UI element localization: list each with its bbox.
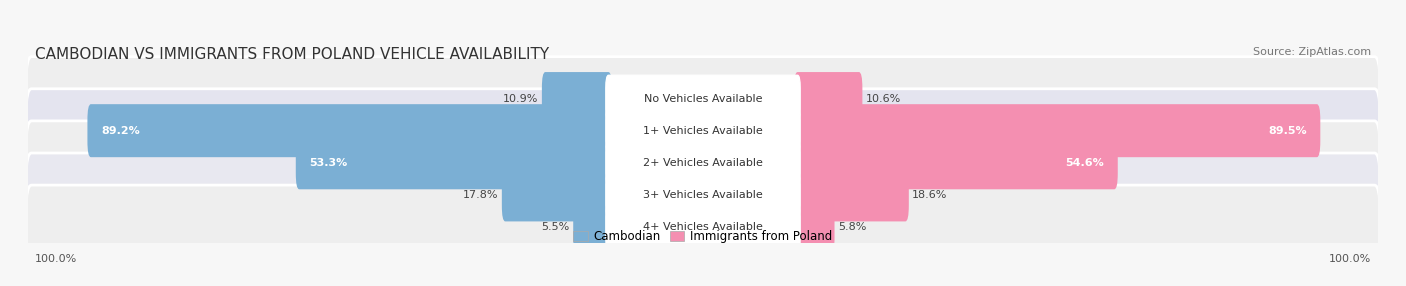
Text: 100.0%: 100.0% [35, 254, 77, 264]
FancyBboxPatch shape [606, 204, 800, 250]
Text: Source: ZipAtlas.com: Source: ZipAtlas.com [1253, 47, 1371, 57]
Text: 54.6%: 54.6% [1066, 158, 1104, 168]
Text: 89.2%: 89.2% [101, 126, 139, 136]
FancyBboxPatch shape [27, 185, 1379, 269]
FancyBboxPatch shape [541, 72, 612, 125]
FancyBboxPatch shape [502, 168, 612, 221]
FancyBboxPatch shape [794, 136, 1118, 189]
Text: 2+ Vehicles Available: 2+ Vehicles Available [643, 158, 763, 168]
FancyBboxPatch shape [87, 104, 612, 157]
FancyBboxPatch shape [606, 107, 800, 154]
FancyBboxPatch shape [27, 57, 1379, 140]
Text: 18.6%: 18.6% [912, 190, 948, 200]
Text: CAMBODIAN VS IMMIGRANTS FROM POLAND VEHICLE AVAILABILITY: CAMBODIAN VS IMMIGRANTS FROM POLAND VEHI… [35, 47, 548, 62]
Legend: Cambodian, Immigrants from Poland: Cambodian, Immigrants from Poland [569, 225, 837, 248]
Text: 3+ Vehicles Available: 3+ Vehicles Available [643, 190, 763, 200]
Text: 10.6%: 10.6% [866, 94, 901, 104]
FancyBboxPatch shape [27, 121, 1379, 205]
Text: No Vehicles Available: No Vehicles Available [644, 94, 762, 104]
Text: 89.5%: 89.5% [1268, 126, 1306, 136]
Text: 100.0%: 100.0% [1329, 254, 1371, 264]
FancyBboxPatch shape [574, 200, 612, 253]
Text: 53.3%: 53.3% [309, 158, 347, 168]
FancyBboxPatch shape [606, 172, 800, 218]
Text: 1+ Vehicles Available: 1+ Vehicles Available [643, 126, 763, 136]
FancyBboxPatch shape [606, 75, 800, 122]
FancyBboxPatch shape [794, 72, 862, 125]
Text: 17.8%: 17.8% [463, 190, 499, 200]
Text: 4+ Vehicles Available: 4+ Vehicles Available [643, 222, 763, 232]
FancyBboxPatch shape [794, 168, 908, 221]
FancyBboxPatch shape [606, 140, 800, 186]
Text: 5.5%: 5.5% [541, 222, 569, 232]
Text: 5.8%: 5.8% [838, 222, 866, 232]
FancyBboxPatch shape [27, 153, 1379, 237]
FancyBboxPatch shape [794, 104, 1320, 157]
FancyBboxPatch shape [27, 89, 1379, 172]
FancyBboxPatch shape [794, 200, 835, 253]
Text: 10.9%: 10.9% [503, 94, 538, 104]
FancyBboxPatch shape [295, 136, 612, 189]
